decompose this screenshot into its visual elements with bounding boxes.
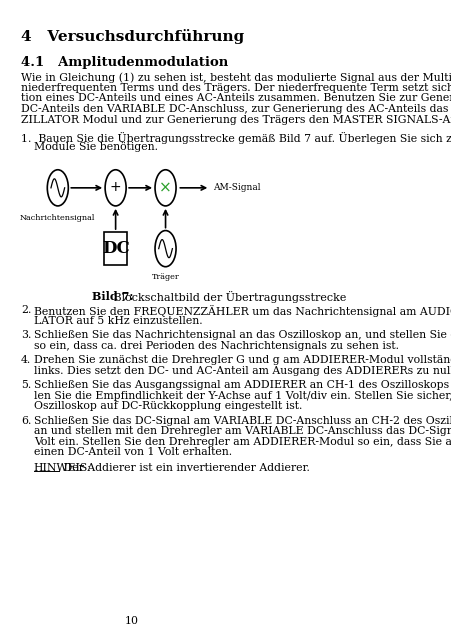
Text: 10: 10	[124, 616, 138, 626]
Text: an und stellen mit den Drehregler am VARIABLE DC-Anschluss das DC-Signal auf -2: an und stellen mit den Drehregler am VAR…	[33, 426, 451, 436]
Text: DC: DC	[101, 240, 129, 257]
Text: Träger: Träger	[152, 273, 179, 281]
Text: 6.: 6.	[21, 415, 31, 426]
Text: 4   Versuchsdurchführung: 4 Versuchsdurchführung	[21, 29, 244, 44]
Text: Module Sie benötigen.: Module Sie benötigen.	[33, 142, 157, 152]
Text: Volt ein. Stellen Sie den Drehregler am ADDIERER-Modul so ein, dass Sie am Ausga: Volt ein. Stellen Sie den Drehregler am …	[33, 436, 451, 447]
Text: Schließen Sie das Ausgangssignal am ADDIERER an CH-1 des Oszilloskops an. Stel-: Schließen Sie das Ausgangssignal am ADDI…	[33, 380, 451, 390]
Text: 4.1   Amplitudenmodulation: 4.1 Amplitudenmodulation	[21, 56, 228, 68]
Text: 3.: 3.	[21, 330, 31, 340]
Text: LATOR auf 5 kHz einzustellen.: LATOR auf 5 kHz einzustellen.	[33, 316, 202, 326]
Text: Benutzen Sie den FREQUENZZÄHLER um das Nachrichtensignal am AUDIO OSZIL-: Benutzen Sie den FREQUENZZÄHLER um das N…	[33, 305, 451, 317]
Text: Bild 7:: Bild 7:	[92, 291, 133, 302]
Text: 1.  Bauen Sie die Übertragungsstrecke gemäß Bild 7 auf. Überlegen Sie sich zuers: 1. Bauen Sie die Übertragungsstrecke gem…	[21, 132, 451, 143]
Text: DC-Anteils den VARIABLE DC-Anschluss, zur Generierung des AC-Anteils das AUDIO O: DC-Anteils den VARIABLE DC-Anschluss, zu…	[21, 104, 451, 114]
Text: Schließen Sie das Nachrichtensignal an das Oszilloskop an, und stellen Sie die Z: Schließen Sie das Nachrichtensignal an d…	[33, 330, 451, 340]
Text: 2.: 2.	[21, 305, 31, 315]
Text: Der Addierer ist ein invertierender Addierer.: Der Addierer ist ein invertierender Addi…	[60, 463, 309, 473]
Text: Blockschaltbild der Übertragungsstrecke: Blockschaltbild der Übertragungsstrecke	[109, 291, 345, 303]
Text: tion eines DC-Anteils und eines AC-Anteils zusammen. Benutzen Sie zur Generierun: tion eines DC-Anteils und eines AC-Antei…	[21, 93, 451, 104]
Text: ×: ×	[159, 180, 171, 195]
Text: so ein, dass ca. drei Perioden des Nachrichtensignals zu sehen ist.: so ein, dass ca. drei Perioden des Nachr…	[33, 340, 398, 351]
Text: 5.: 5.	[21, 380, 31, 390]
Text: ZILLATOR Modul und zur Generierung des Trägers den MASTER SIGNALS-Anschluss.: ZILLATOR Modul und zur Generierung des T…	[21, 115, 451, 125]
Text: Oszilloskop auf DC-Rückkopplung eingestellt ist.: Oszilloskop auf DC-Rückkopplung eingeste…	[33, 401, 301, 411]
Text: Wie in Gleichung (1) zu sehen ist, besteht das modulierte Signal aus der Multipl: Wie in Gleichung (1) zu sehen ist, beste…	[21, 72, 451, 83]
Text: AM-Signal: AM-Signal	[212, 183, 260, 193]
Text: einen DC-Anteil von 1 Volt erhalten.: einen DC-Anteil von 1 Volt erhalten.	[33, 447, 231, 457]
Text: links. Dies setzt den DC- und AC-Anteil am Ausgang des ADDIERERs zu null.: links. Dies setzt den DC- und AC-Anteil …	[33, 365, 451, 376]
Text: niederfrequenten Terms und des Trägers. Der niederfrequente Term setzt sich aus : niederfrequenten Terms und des Trägers. …	[21, 83, 451, 93]
Text: len Sie die Empfindlichkeit der Y-Achse auf 1 Volt/div ein. Stellen Sie sicher, : len Sie die Empfindlichkeit der Y-Achse …	[33, 390, 451, 401]
Text: Nachrichtensignal: Nachrichtensignal	[20, 214, 95, 221]
Text: +: +	[110, 180, 121, 193]
Text: Drehen Sie zunächst die Drehregler G und g am ADDIERER-Modul vollständig nach: Drehen Sie zunächst die Drehregler G und…	[33, 355, 451, 365]
Text: 4.: 4.	[21, 355, 31, 365]
Text: HINWEIS:: HINWEIS:	[33, 463, 91, 473]
Text: Schließen Sie das DC-Signal am VARIABLE DC-Anschluss an CH-2 des Oszilloskops: Schließen Sie das DC-Signal am VARIABLE …	[33, 415, 451, 426]
